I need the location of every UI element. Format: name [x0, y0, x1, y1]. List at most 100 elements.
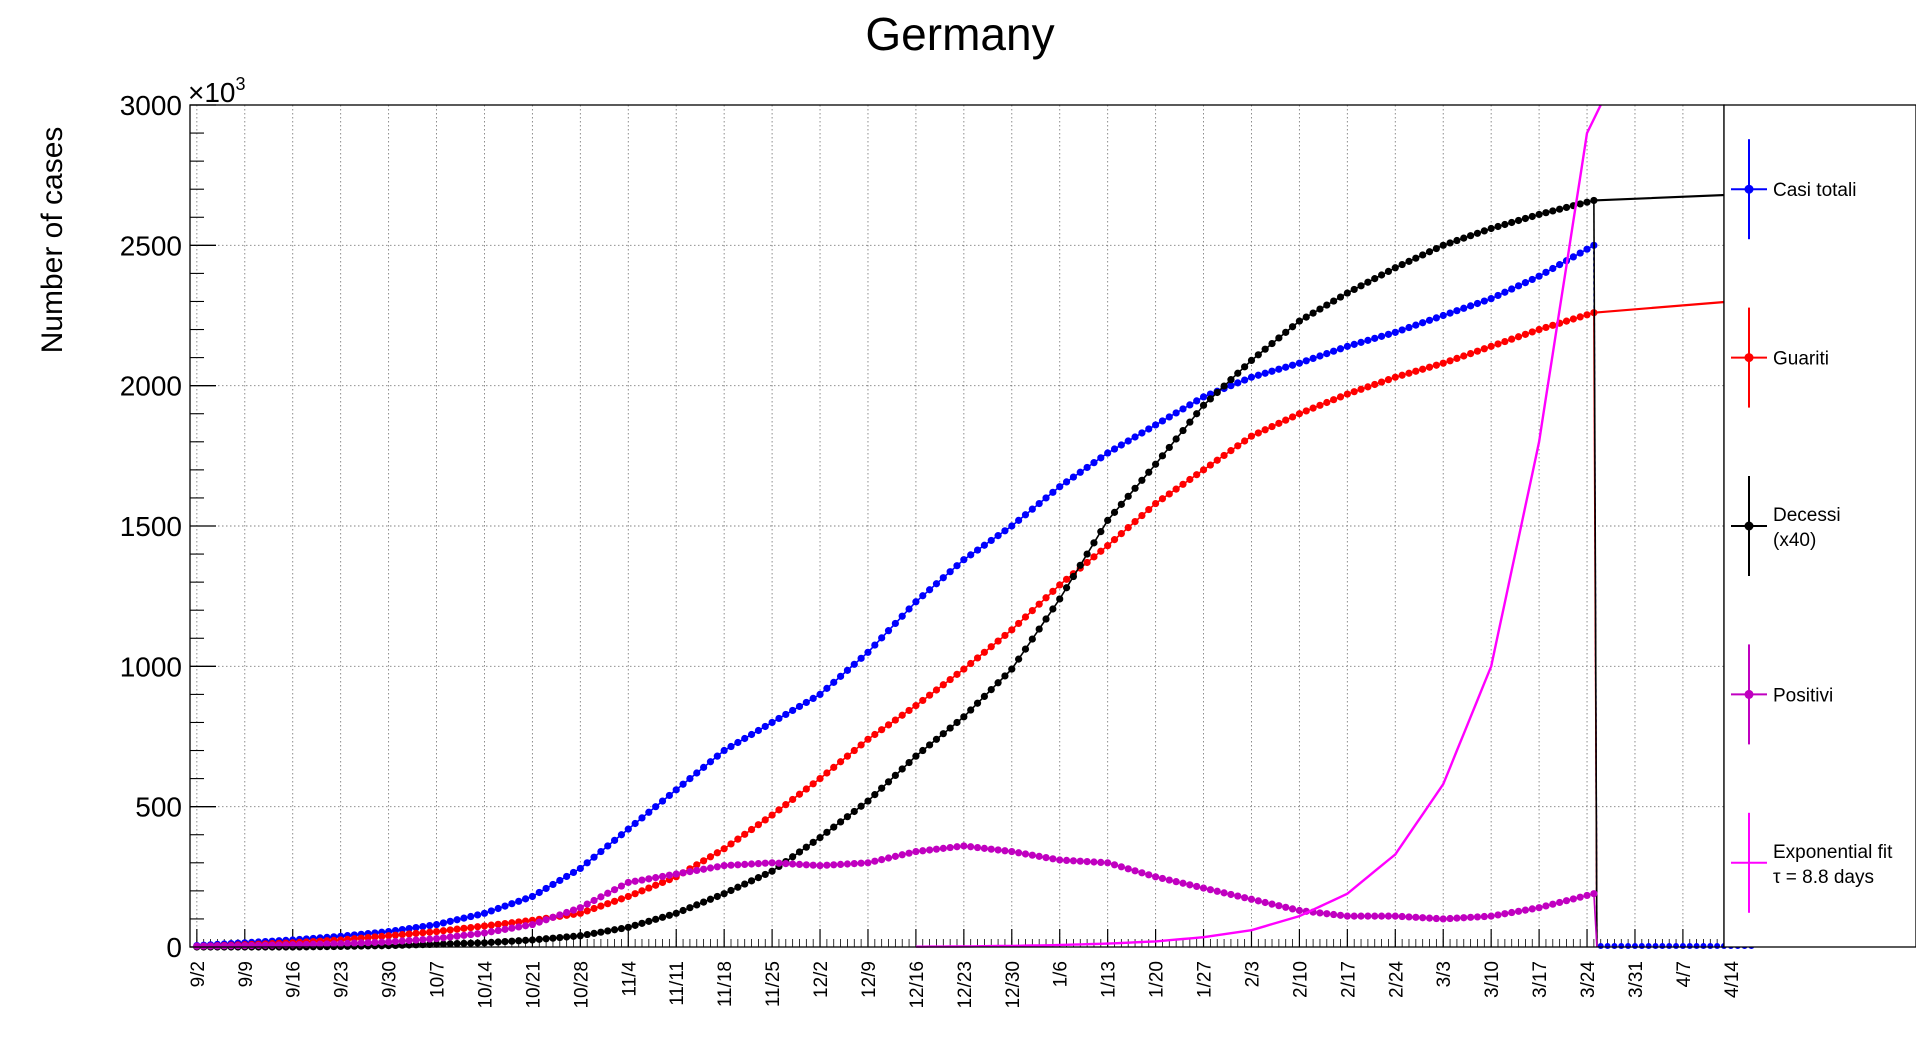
data-point [871, 641, 879, 649]
data-point [967, 706, 975, 714]
data-point [549, 934, 557, 942]
data-point [1015, 849, 1023, 857]
data-point [932, 845, 941, 853]
data-point [583, 859, 591, 867]
legend-item: Decessi (x40) [1731, 476, 1841, 576]
data-point [590, 896, 598, 905]
data-point [789, 860, 797, 868]
data-point [1473, 347, 1482, 355]
data-point [1110, 536, 1119, 544]
data-point [535, 888, 543, 897]
data-point [432, 927, 441, 936]
data-point [1384, 330, 1393, 338]
data-point [864, 797, 872, 805]
data-point [501, 919, 509, 928]
data-point [1508, 908, 1516, 917]
data-point [1453, 236, 1461, 245]
data-point [1165, 490, 1173, 498]
data-point [1535, 325, 1543, 334]
data-point [658, 872, 667, 881]
data-point [460, 924, 468, 932]
data-point [1021, 850, 1030, 858]
data-point [1432, 914, 1440, 923]
data-point [480, 939, 489, 947]
data-point [405, 930, 413, 938]
legend-item: Guariti [1731, 307, 1829, 408]
data-point [1535, 210, 1543, 219]
data-point [576, 932, 584, 940]
data-point [1501, 220, 1509, 229]
data-point [782, 801, 790, 809]
legend-label: Exponential fit [1773, 842, 1893, 863]
data-point [1302, 407, 1310, 415]
data-point [768, 718, 776, 727]
x-tick-label: 3/10 [1482, 961, 1503, 998]
data-point [378, 938, 386, 946]
data-point [973, 699, 982, 707]
data-point [453, 916, 461, 924]
data-point [795, 848, 804, 856]
data-point [1254, 351, 1262, 359]
data-point [652, 874, 660, 882]
data-point [487, 928, 495, 936]
data-point [802, 843, 810, 851]
data-point [1487, 295, 1495, 303]
data-point [1145, 468, 1153, 476]
x-tick-label: 10/21 [523, 961, 544, 1009]
data-point [1247, 432, 1256, 440]
drop-line [1593, 200, 1598, 948]
data-point [501, 925, 509, 933]
data-point [836, 672, 845, 680]
y-tick-label: 2000 [120, 371, 182, 402]
data-point [1008, 665, 1016, 673]
data-point [953, 843, 961, 851]
data-point [624, 923, 632, 931]
data-point [1460, 304, 1468, 312]
data-point [830, 861, 838, 869]
data-point [946, 843, 954, 852]
data-point [1460, 914, 1468, 922]
data-point [439, 919, 447, 927]
data-point [1467, 349, 1475, 358]
data-point [898, 765, 906, 773]
data-point [1268, 339, 1276, 348]
data-point [905, 605, 913, 613]
data-point [1151, 421, 1160, 429]
data-point [1377, 271, 1386, 279]
data-point [727, 861, 735, 869]
series-exponential-fit [915, 104, 1602, 948]
data-point [467, 923, 475, 932]
data-point [1261, 898, 1269, 907]
data-point [1330, 347, 1338, 355]
data-point [789, 795, 797, 804]
data-point [1425, 363, 1434, 371]
data-point [494, 926, 502, 935]
data-point [515, 918, 523, 926]
data-point [1131, 517, 1139, 526]
data-point [480, 909, 489, 917]
data-point [439, 927, 447, 935]
data-point [960, 713, 968, 721]
data-point [1234, 379, 1242, 387]
data-point [494, 938, 502, 946]
data-point [884, 627, 893, 635]
data-point [1117, 530, 1125, 538]
data-point [597, 847, 605, 856]
data-point [1562, 203, 1571, 212]
data-point [1090, 459, 1098, 467]
data-point [432, 920, 441, 929]
data-point [631, 877, 639, 885]
data-point [1467, 232, 1475, 240]
data-point [741, 860, 749, 869]
x-tick-label: 9/23 [332, 961, 353, 998]
x-tick-label: 2/3 [1242, 961, 1263, 987]
data-point [1556, 898, 1564, 907]
data-point [1261, 345, 1269, 353]
data-point [1364, 278, 1372, 286]
data-point [994, 532, 1002, 540]
series-positivi [193, 842, 1598, 950]
data-point [234, 942, 242, 950]
data-point [1336, 345, 1345, 353]
data-point [1371, 334, 1379, 342]
data-point [453, 932, 461, 940]
